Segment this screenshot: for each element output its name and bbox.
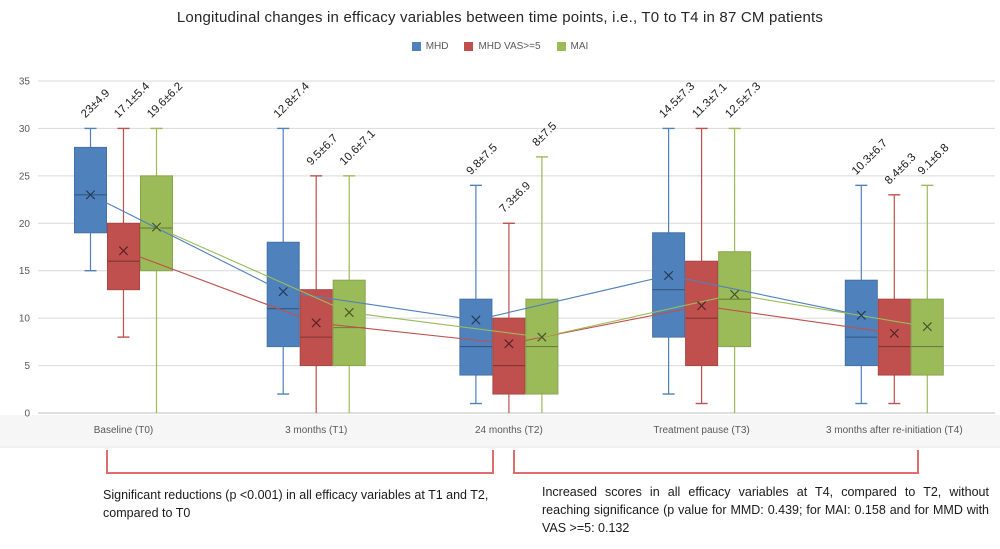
data-label: 9.8±7.5 <box>465 142 501 178</box>
boxplot-chart: 0 5 10 15 20 25 30 35 23±4.9 12.8±7.4 9.8±7.5 14.5±… <box>0 58 1000 448</box>
legend: MHD MHD VAS>=5 MAI <box>0 41 1000 52</box>
legend-swatch-icon <box>556 42 566 51</box>
y-tick-label: 25 <box>19 171 31 182</box>
data-label: 9.1±6.8 <box>916 142 952 178</box>
mean-marker <box>729 289 740 300</box>
data-label: 10.6±7.1 <box>338 128 378 168</box>
mean-marker <box>278 286 288 297</box>
y-tick-label: 10 <box>19 314 31 325</box>
y-tick-label: 0 <box>24 409 30 420</box>
legend-label: MHD VAS>=5 <box>478 41 541 52</box>
mean-marker <box>537 332 547 342</box>
chart-title: Longitudinal changes in efficacy variabl… <box>176 9 824 26</box>
data-label: 11.3±7.1 <box>690 81 729 120</box>
box-0-cat-1 <box>266 127 300 395</box>
mean-marker <box>856 310 866 320</box>
x-axis-label: 24 months (T2) <box>475 425 543 436</box>
box-1-cat-3 <box>685 127 719 405</box>
x-axis-label: Baseline (T0) <box>94 425 153 436</box>
data-label: 12.5±7.3 <box>723 80 763 120</box>
annotation-increased-scores: Increased scores in all efficacy variabl… <box>542 485 989 535</box>
box-2-cat-3 <box>718 127 752 413</box>
mean-marker <box>889 328 899 338</box>
box-0-cat-3 <box>652 127 686 395</box>
boxplot-svg: 0 5 10 15 20 25 30 35 23±4.9 12.8±7.4 9.8±7.5 14.5±… <box>0 77 1000 448</box>
data-label: 19.6±6.2 <box>145 80 185 120</box>
legend-item-mai: MAI <box>556 41 589 52</box>
bracket-t2-t4 <box>513 450 919 474</box>
legend-label: MAI <box>570 41 589 52</box>
legend-label: MHD <box>425 41 449 52</box>
bracket-t0-t2 <box>106 450 494 474</box>
data-label: 23±4.9 <box>79 87 112 120</box>
box-2-cat-4 <box>910 184 944 413</box>
legend-swatch-icon <box>464 42 474 51</box>
mean-marker <box>663 270 674 281</box>
x-axis-band <box>0 415 1000 446</box>
mean-marker <box>118 246 129 256</box>
x-axis-label: 3 months after re-initiation (T4) <box>826 425 963 436</box>
y-tick-label: 20 <box>19 219 31 230</box>
box-0-cat-2 <box>459 184 493 405</box>
box-1-cat-1 <box>299 175 333 413</box>
data-label: 14.5±7.3 <box>657 80 697 120</box>
y-tick-label: 15 <box>19 266 31 277</box>
data-label: 9.5±6.7 <box>305 132 341 168</box>
box-2-cat-1 <box>332 175 366 413</box>
legend-item-mhd-vas-5: MHD VAS>=5 <box>464 41 541 52</box>
x-axis-label: 3 months (T1) <box>285 425 347 436</box>
data-label: 10.3±6.7 <box>850 137 890 177</box>
mean-marker <box>85 190 96 200</box>
data-label: 7.3±6.9 <box>498 180 534 216</box>
legend-item-mhd: MHD <box>411 41 449 52</box>
box-0-cat-4 <box>844 184 878 405</box>
x-axis-label: Treatment pause (T3) <box>653 425 749 436</box>
y-tick-label: 5 <box>24 361 30 372</box>
box-1-cat-4 <box>877 194 911 405</box>
box-1-cat-2 <box>492 222 526 413</box>
mean-marker <box>344 307 354 318</box>
annotation-significant-reductions: Significant reductions (p <0.001) in all… <box>103 488 489 520</box>
box-2-cat-2 <box>525 156 559 413</box>
box-2-cat-0 <box>140 127 173 413</box>
data-label: 8.4±6.3 <box>883 151 919 187</box>
mean-marker <box>504 339 514 349</box>
mean-marker <box>696 301 707 311</box>
box-1-cat-0 <box>107 127 140 338</box>
data-label: 8±7.5 <box>531 120 560 149</box>
y-tick-label: 30 <box>19 124 31 135</box>
mean-marker <box>311 318 321 328</box>
box-0-cat-0 <box>74 127 107 272</box>
legend-swatch-icon <box>411 42 421 51</box>
mean-marker <box>922 322 932 332</box>
y-tick-label: 35 <box>19 77 31 88</box>
data-label: 12.8±7.4 <box>272 80 313 121</box>
mean-marker <box>151 222 162 232</box>
mean-marker <box>471 315 481 325</box>
